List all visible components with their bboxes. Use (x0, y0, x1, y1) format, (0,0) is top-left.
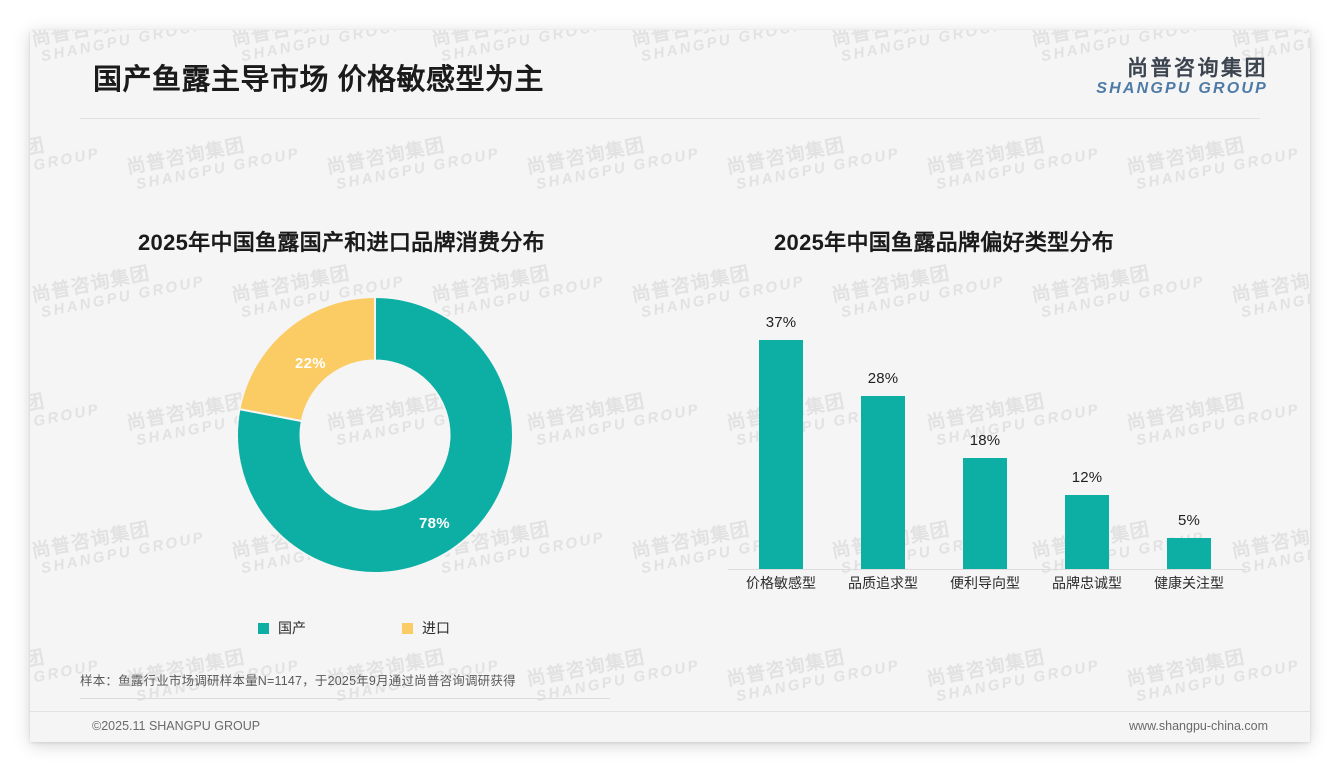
bar-rect[interactable] (1167, 538, 1211, 569)
donut-slice-label-domestic: 78% (419, 515, 450, 532)
legend-swatch-icon-domestic (258, 622, 269, 634)
footer-divider (30, 711, 1310, 712)
header-divider (80, 118, 1260, 119)
bar-rect[interactable] (1065, 494, 1109, 569)
bar-rect[interactable] (963, 457, 1007, 569)
donut-slice-label-imported: 22% (295, 355, 326, 372)
sample-note: 样本：鱼露行业市场调研样本量N=1147，于2025年9月通过尚普咨询调研获得 (80, 670, 610, 699)
logo-chinese-text: 尚普咨询集团 (1127, 57, 1268, 80)
donut-chart: 78% 22% (235, 295, 515, 575)
bar-rect[interactable] (861, 395, 905, 569)
footer-website[interactable]: www.shangpu-china.com (1129, 719, 1268, 733)
bar-value-label: 18% (969, 431, 1001, 449)
bar-column[interactable]: 18% (934, 297, 1036, 569)
bar-chart: 37% 价格敏感型 28% 品质追求型 18% 便利导向型 12% 品牌忠诚型 5% 健康关注型 (728, 290, 1248, 591)
footer-copyright: ©2025.11 SHANGPU GROUP (92, 719, 261, 733)
bar-column[interactable]: 5% (1138, 297, 1240, 569)
bar-category-label: 品牌忠诚型 (1052, 575, 1122, 591)
donut-slice-domestic[interactable] (236, 295, 514, 574)
donut-chart-svg (236, 295, 514, 574)
logo-english-text: SHANGPU GROUP (1096, 80, 1268, 98)
bar-value-label: 28% (867, 369, 899, 387)
bar-chart-axis-line (728, 569, 1246, 570)
page-title: 国产鱼露主导市场 价格敏感型为主 (93, 64, 545, 96)
bar-chart-panel: 2025年中国鱼露品牌偏好类型分布 37% 价格敏感型 28% 品质追求型 18% 便利导… (690, 190, 1270, 660)
bar-category-label: 价格敏感型 (746, 575, 816, 591)
bar-category-label: 品质追求型 (848, 575, 918, 591)
sample-note-text: 样本：鱼露行业市场调研样本量N=1147，于2025年9月通过尚普咨询调研获得 (80, 674, 516, 688)
donut-chart-panel: 2025年中国鱼露国产和进口品牌消费分布 78% 22% 国产 进口 (80, 190, 680, 660)
bar-category-label: 便利导向型 (950, 575, 1020, 591)
bar-value-label: 37% (765, 314, 797, 332)
legend-item-domestic[interactable]: 国产 (258, 618, 306, 638)
bar-category-label: 健康关注型 (1154, 575, 1224, 591)
bar-column[interactable]: 37% (730, 297, 832, 569)
legend-label-domestic: 国产 (278, 620, 306, 636)
bar-value-label: 5% (1177, 512, 1201, 530)
bar-column[interactable]: 12% (1036, 297, 1138, 569)
bar-chart-title: 2025年中国鱼露品牌偏好类型分布 (774, 230, 1115, 255)
bar-rect[interactable] (759, 340, 803, 569)
legend-swatch-icon-imported (402, 622, 413, 634)
slide-header: 国产鱼露主导市场 价格敏感型为主 尚普咨询集团 SHANGPU GROUP (30, 30, 1310, 118)
legend-item-imported[interactable]: 进口 (402, 618, 450, 638)
donut-legend: 国产 进口 (258, 618, 450, 638)
bar-column[interactable]: 28% (832, 297, 934, 569)
donut-chart-title: 2025年中国鱼露国产和进口品牌消费分布 (138, 230, 545, 255)
brand-logo: 尚普咨询集团 SHANGPU GROUP (1096, 58, 1268, 98)
bar-value-label: 12% (1071, 468, 1103, 486)
donut-slice-imported[interactable] (238, 295, 376, 423)
slide-footer: ©2025.11 SHANGPU GROUP www.shangpu-china… (30, 712, 1310, 742)
legend-label-imported: 进口 (422, 620, 450, 636)
